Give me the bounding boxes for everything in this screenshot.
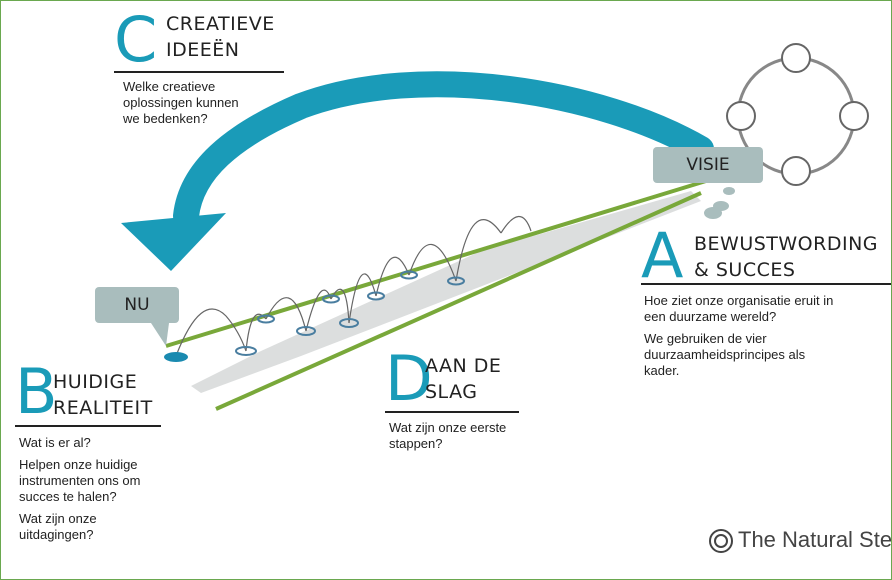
text-line: we bedenken? bbox=[123, 111, 239, 127]
text-line: instrumenten ons om bbox=[19, 473, 140, 489]
underline bbox=[15, 425, 161, 427]
logo-icon bbox=[710, 530, 732, 552]
underline bbox=[641, 283, 891, 285]
text-line: stappen? bbox=[389, 436, 506, 452]
underline bbox=[114, 71, 284, 73]
diagram: VISIE NU The Natural Step C CREATIEVEIDEE… bbox=[0, 0, 892, 580]
text-line: Hoe ziet onze organisatie eruit in bbox=[644, 293, 833, 309]
nu-label: NU bbox=[95, 287, 179, 323]
text-line: oplossingen kunnen bbox=[123, 95, 239, 111]
logo-text: The Natural Step bbox=[738, 527, 892, 553]
start-point bbox=[164, 352, 188, 362]
section-letter: A bbox=[641, 225, 683, 287]
text-line: We gebruiken de vier bbox=[644, 331, 833, 347]
bubbles bbox=[704, 187, 735, 219]
section-title: HUIDIGE bbox=[53, 369, 137, 395]
text-line: Wat zijn onze eerste bbox=[389, 420, 506, 436]
section-title: BEWUSTWORDING bbox=[694, 231, 878, 257]
text-line: Wat zijn onze bbox=[19, 511, 140, 527]
section-title: CREATIEVE bbox=[166, 11, 275, 37]
arrow-head bbox=[121, 213, 226, 271]
text-line: Wat is er al? bbox=[19, 435, 140, 451]
section-letter: C bbox=[114, 9, 157, 71]
bubble-tail bbox=[151, 323, 169, 346]
text-line: Welke creatieve bbox=[123, 79, 239, 95]
section-letter: B bbox=[15, 361, 58, 423]
underline bbox=[385, 411, 519, 413]
section-title: IDEEËN bbox=[166, 37, 239, 63]
section-title: REALITEIT bbox=[53, 395, 153, 421]
section-title: AAN DE bbox=[425, 353, 501, 379]
visie-label: VISIE bbox=[653, 147, 763, 183]
green-line bbox=[166, 181, 706, 346]
text-line: kader. bbox=[644, 363, 833, 379]
text-line: uitdagingen? bbox=[19, 527, 140, 543]
arrow-body bbox=[186, 84, 701, 216]
text-line: Helpen onze huidige bbox=[19, 457, 140, 473]
text-line: duurzaamheidsprincipes als bbox=[644, 347, 833, 363]
section-title: SLAG bbox=[425, 379, 477, 405]
paragraph: Wat is er al? bbox=[19, 435, 140, 451]
text-line: een duurzame wereld? bbox=[644, 309, 833, 325]
text-line: succes te halen? bbox=[19, 489, 140, 505]
logo-icon bbox=[715, 535, 727, 547]
section-title: & SUCCES bbox=[694, 257, 795, 283]
